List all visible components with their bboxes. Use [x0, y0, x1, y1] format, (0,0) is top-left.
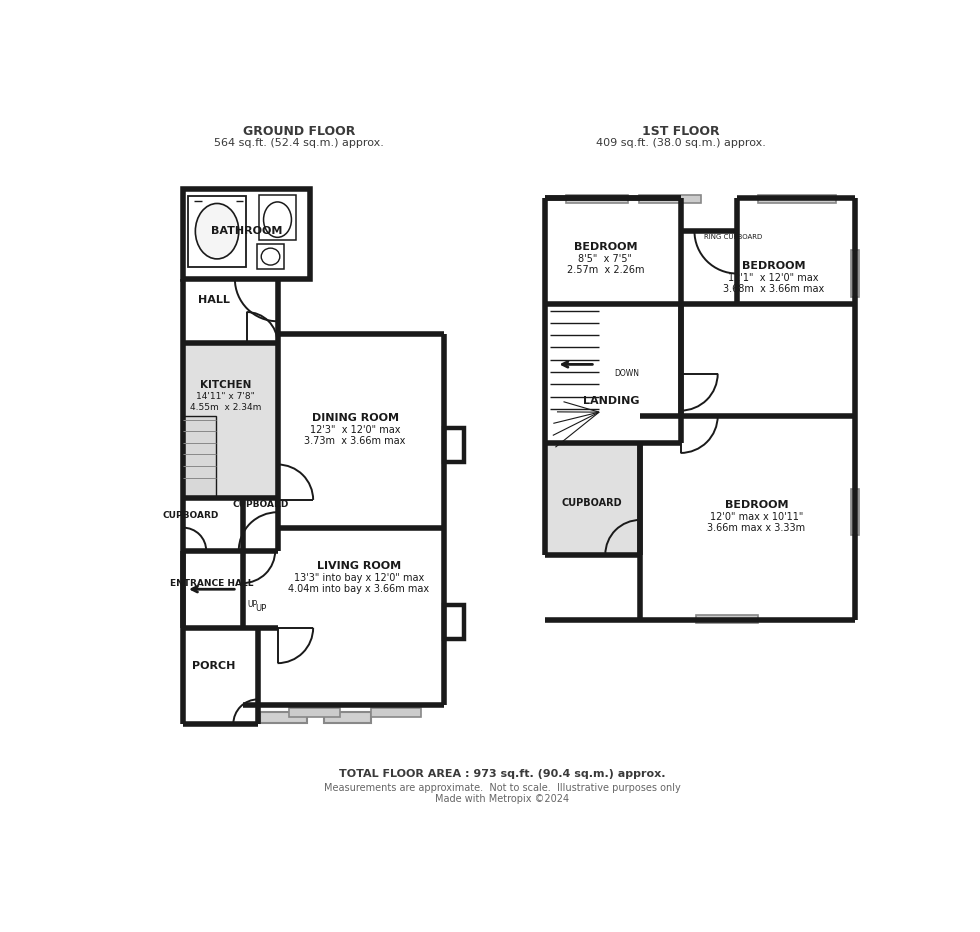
Text: CUPBOARD: CUPBOARD: [232, 500, 289, 509]
Bar: [187, 196, 246, 267]
Bar: [259, 195, 296, 240]
Text: BATHROOM: BATHROOM: [211, 226, 282, 236]
Text: GROUND FLOOR: GROUND FLOOR: [243, 125, 356, 138]
Text: UP: UP: [255, 604, 267, 613]
Bar: [183, 189, 310, 279]
Text: BEDROOM: BEDROOM: [724, 500, 788, 510]
Text: 409 sq.ft. (38.0 sq.m.) approx.: 409 sq.ft. (38.0 sq.m.) approx.: [596, 138, 765, 147]
Text: 13'3" into bay x 12'0" max: 13'3" into bay x 12'0" max: [294, 573, 424, 583]
Text: ENTRANCE HALL: ENTRANCE HALL: [170, 580, 254, 588]
Bar: [289, 707, 339, 717]
Ellipse shape: [262, 248, 280, 265]
Bar: [257, 244, 283, 269]
Text: BEDROOM: BEDROOM: [573, 241, 637, 252]
Bar: [261, 712, 307, 723]
Text: CUPBOARD: CUPBOARD: [163, 511, 219, 520]
Bar: [545, 443, 640, 555]
Bar: [324, 712, 370, 723]
Text: LANDING: LANDING: [582, 395, 639, 405]
Text: BEDROOM: BEDROOM: [742, 261, 806, 271]
Bar: [851, 251, 858, 296]
Ellipse shape: [264, 202, 291, 238]
Text: 4.04m into bay x 3.66m max: 4.04m into bay x 3.66m max: [288, 584, 429, 595]
Ellipse shape: [195, 203, 239, 259]
Text: DINING ROOM: DINING ROOM: [312, 413, 399, 423]
Bar: [444, 605, 464, 639]
Text: 3.68m  x 3.66m max: 3.68m x 3.66m max: [723, 284, 824, 294]
Text: 12'1"  x 12'0" max: 12'1" x 12'0" max: [728, 273, 818, 283]
Text: 14'11" x 7'8": 14'11" x 7'8": [196, 392, 255, 402]
Text: DOWN: DOWN: [614, 369, 640, 378]
Text: Made with Metropix ©2024: Made with Metropix ©2024: [435, 794, 569, 804]
Text: LIVING ROOM: LIVING ROOM: [317, 561, 401, 571]
Text: TOTAL FLOOR AREA : 973 sq.ft. (90.4 sq.m.) approx.: TOTAL FLOOR AREA : 973 sq.ft. (90.4 sq.m…: [339, 769, 665, 779]
Bar: [370, 707, 420, 717]
Text: KITCHEN: KITCHEN: [200, 380, 251, 391]
Text: 8'5"  x 7'5": 8'5" x 7'5": [578, 254, 632, 264]
Text: 4.55m  x 2.34m: 4.55m x 2.34m: [190, 403, 262, 412]
Text: 3.66m max x 3.33m: 3.66m max x 3.33m: [708, 523, 806, 533]
Bar: [183, 343, 277, 499]
Bar: [444, 428, 464, 462]
Text: 1ST FLOOR: 1ST FLOOR: [642, 125, 719, 138]
Text: UP: UP: [248, 600, 258, 610]
Text: Measurements are approximate.  Not to scale.  Illustrative purposes only: Measurements are approximate. Not to sca…: [323, 783, 681, 793]
Text: 3.73m  x 3.66m max: 3.73m x 3.66m max: [305, 435, 406, 445]
Text: 2.57m  x 2.26m: 2.57m x 2.26m: [566, 265, 644, 275]
Text: CUPBOARD: CUPBOARD: [562, 498, 621, 508]
Bar: [183, 416, 216, 499]
Text: RING CUPBOARD: RING CUPBOARD: [704, 234, 762, 240]
Text: 12'3"  x 12'0" max: 12'3" x 12'0" max: [310, 425, 400, 435]
Text: PORCH: PORCH: [192, 661, 235, 671]
Text: 564 sq.ft. (52.4 sq.m.) approx.: 564 sq.ft. (52.4 sq.m.) approx.: [215, 138, 384, 147]
Text: HALL: HALL: [198, 295, 230, 306]
Bar: [639, 195, 702, 202]
Bar: [758, 195, 836, 202]
Bar: [565, 195, 628, 202]
Bar: [696, 615, 758, 624]
Text: 12'0" max x 10'11": 12'0" max x 10'11": [710, 512, 804, 522]
Bar: [851, 489, 858, 535]
